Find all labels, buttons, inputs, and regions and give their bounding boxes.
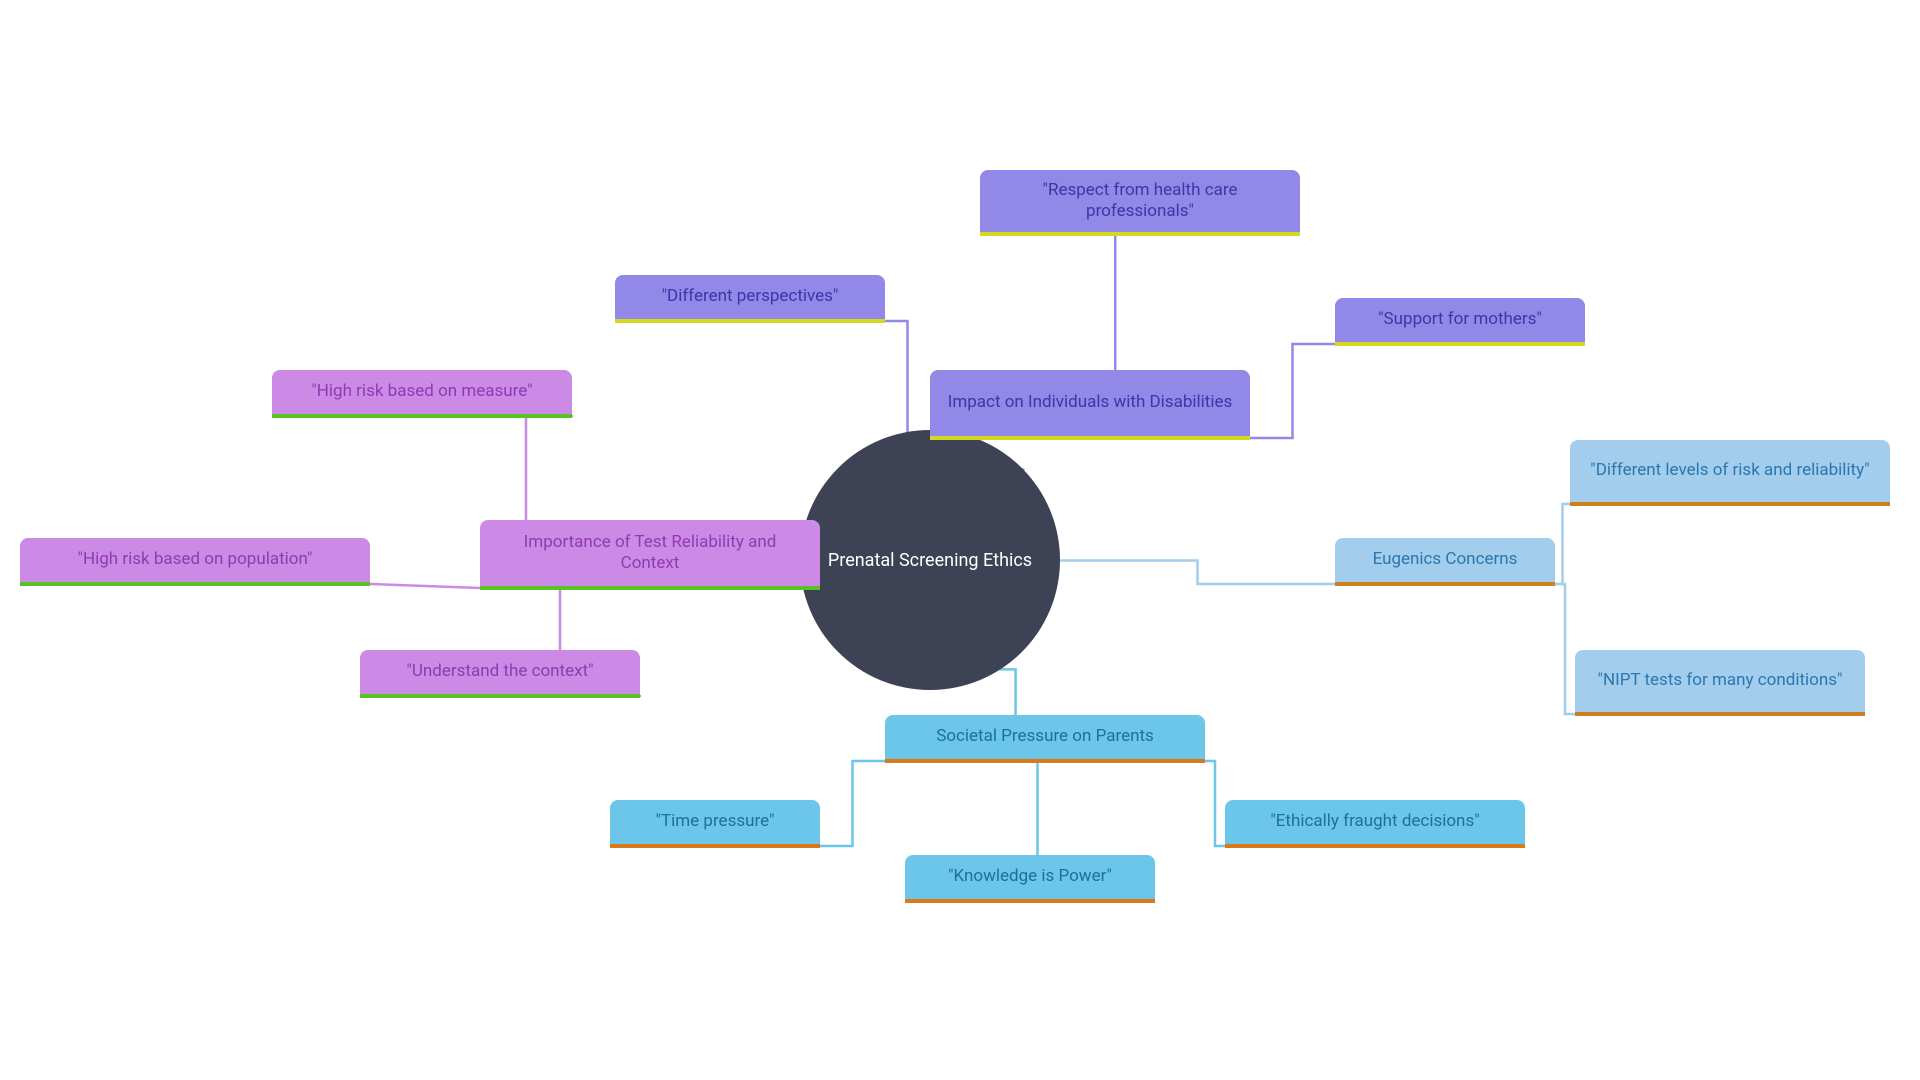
node-diff_persp: "Different perspectives" bbox=[615, 275, 885, 323]
node-label: "Knowledge is Power" bbox=[948, 866, 1112, 887]
node-label: "NIPT tests for many conditions" bbox=[1598, 670, 1843, 691]
node-support_moms: "Support for mothers" bbox=[1335, 298, 1585, 346]
node-societal: Societal Pressure on Parents bbox=[885, 715, 1205, 763]
node-label: "Understand the context" bbox=[406, 661, 593, 682]
node-ethically: "Ethically fraught decisions" bbox=[1225, 800, 1525, 848]
node-label: "Different perspectives" bbox=[662, 286, 839, 307]
edge-impact-to-diff_persp bbox=[885, 321, 930, 438]
edge-impact-to-respect_hcp bbox=[1098, 234, 1132, 372]
node-eugenics: Eugenics Concerns bbox=[1335, 538, 1555, 586]
edge-impact-to-support_moms bbox=[1250, 344, 1335, 438]
node-label: "Respect from health care professionals" bbox=[994, 180, 1286, 223]
node-label: Eugenics Concerns bbox=[1373, 549, 1518, 570]
node-time_pressure: "Time pressure" bbox=[610, 800, 820, 848]
node-impact: Impact on Individuals with Disabilities bbox=[930, 370, 1250, 440]
center-label: Prenatal Screening Ethics bbox=[828, 550, 1032, 571]
edge-eugenics-to-diff_levels bbox=[1555, 504, 1570, 584]
node-label: "Ethically fraught decisions" bbox=[1270, 811, 1479, 832]
node-label: "Support for mothers" bbox=[1378, 309, 1542, 330]
edge-societal-to-ethically bbox=[1205, 761, 1225, 846]
node-label: Societal Pressure on Parents bbox=[936, 726, 1154, 747]
node-diff_levels: "Different levels of risk and reliabilit… bbox=[1570, 440, 1890, 506]
node-label: "Different levels of risk and reliabilit… bbox=[1590, 460, 1869, 481]
node-knowledge: "Knowledge is Power" bbox=[905, 855, 1155, 903]
node-label: "High risk based on measure" bbox=[311, 381, 532, 402]
edge-societal-to-time_pressure bbox=[820, 761, 885, 846]
node-label: "High risk based on population" bbox=[78, 549, 313, 570]
edge-eugenics-to-nipt bbox=[1555, 584, 1575, 714]
node-reliability: Importance of Test Reliability and Conte… bbox=[480, 520, 820, 590]
node-highrisk_pop: "High risk based on population" bbox=[20, 538, 370, 586]
node-label: Importance of Test Reliability and Conte… bbox=[494, 532, 806, 575]
node-highrisk_measure: "High risk based on measure" bbox=[272, 370, 572, 418]
node-label: Impact on Individuals with Disabilities bbox=[948, 392, 1233, 413]
node-label: "Time pressure" bbox=[656, 811, 775, 832]
mindmap-canvas: Prenatal Screening Ethics Importance of … bbox=[0, 0, 1920, 1080]
edge-reliability-to-highrisk_pop bbox=[370, 584, 480, 588]
node-respect_hcp: "Respect from health care professionals" bbox=[980, 170, 1300, 236]
node-nipt: "NIPT tests for many conditions" bbox=[1575, 650, 1865, 716]
edge-societal-to-knowledge bbox=[1032, 761, 1042, 857]
node-understand_ctx: "Understand the context" bbox=[360, 650, 640, 698]
center-node: Prenatal Screening Ethics bbox=[800, 430, 1060, 690]
edge-center-to-eugenics bbox=[1060, 561, 1335, 584]
edge-center-to-societal bbox=[1000, 669, 1031, 717]
